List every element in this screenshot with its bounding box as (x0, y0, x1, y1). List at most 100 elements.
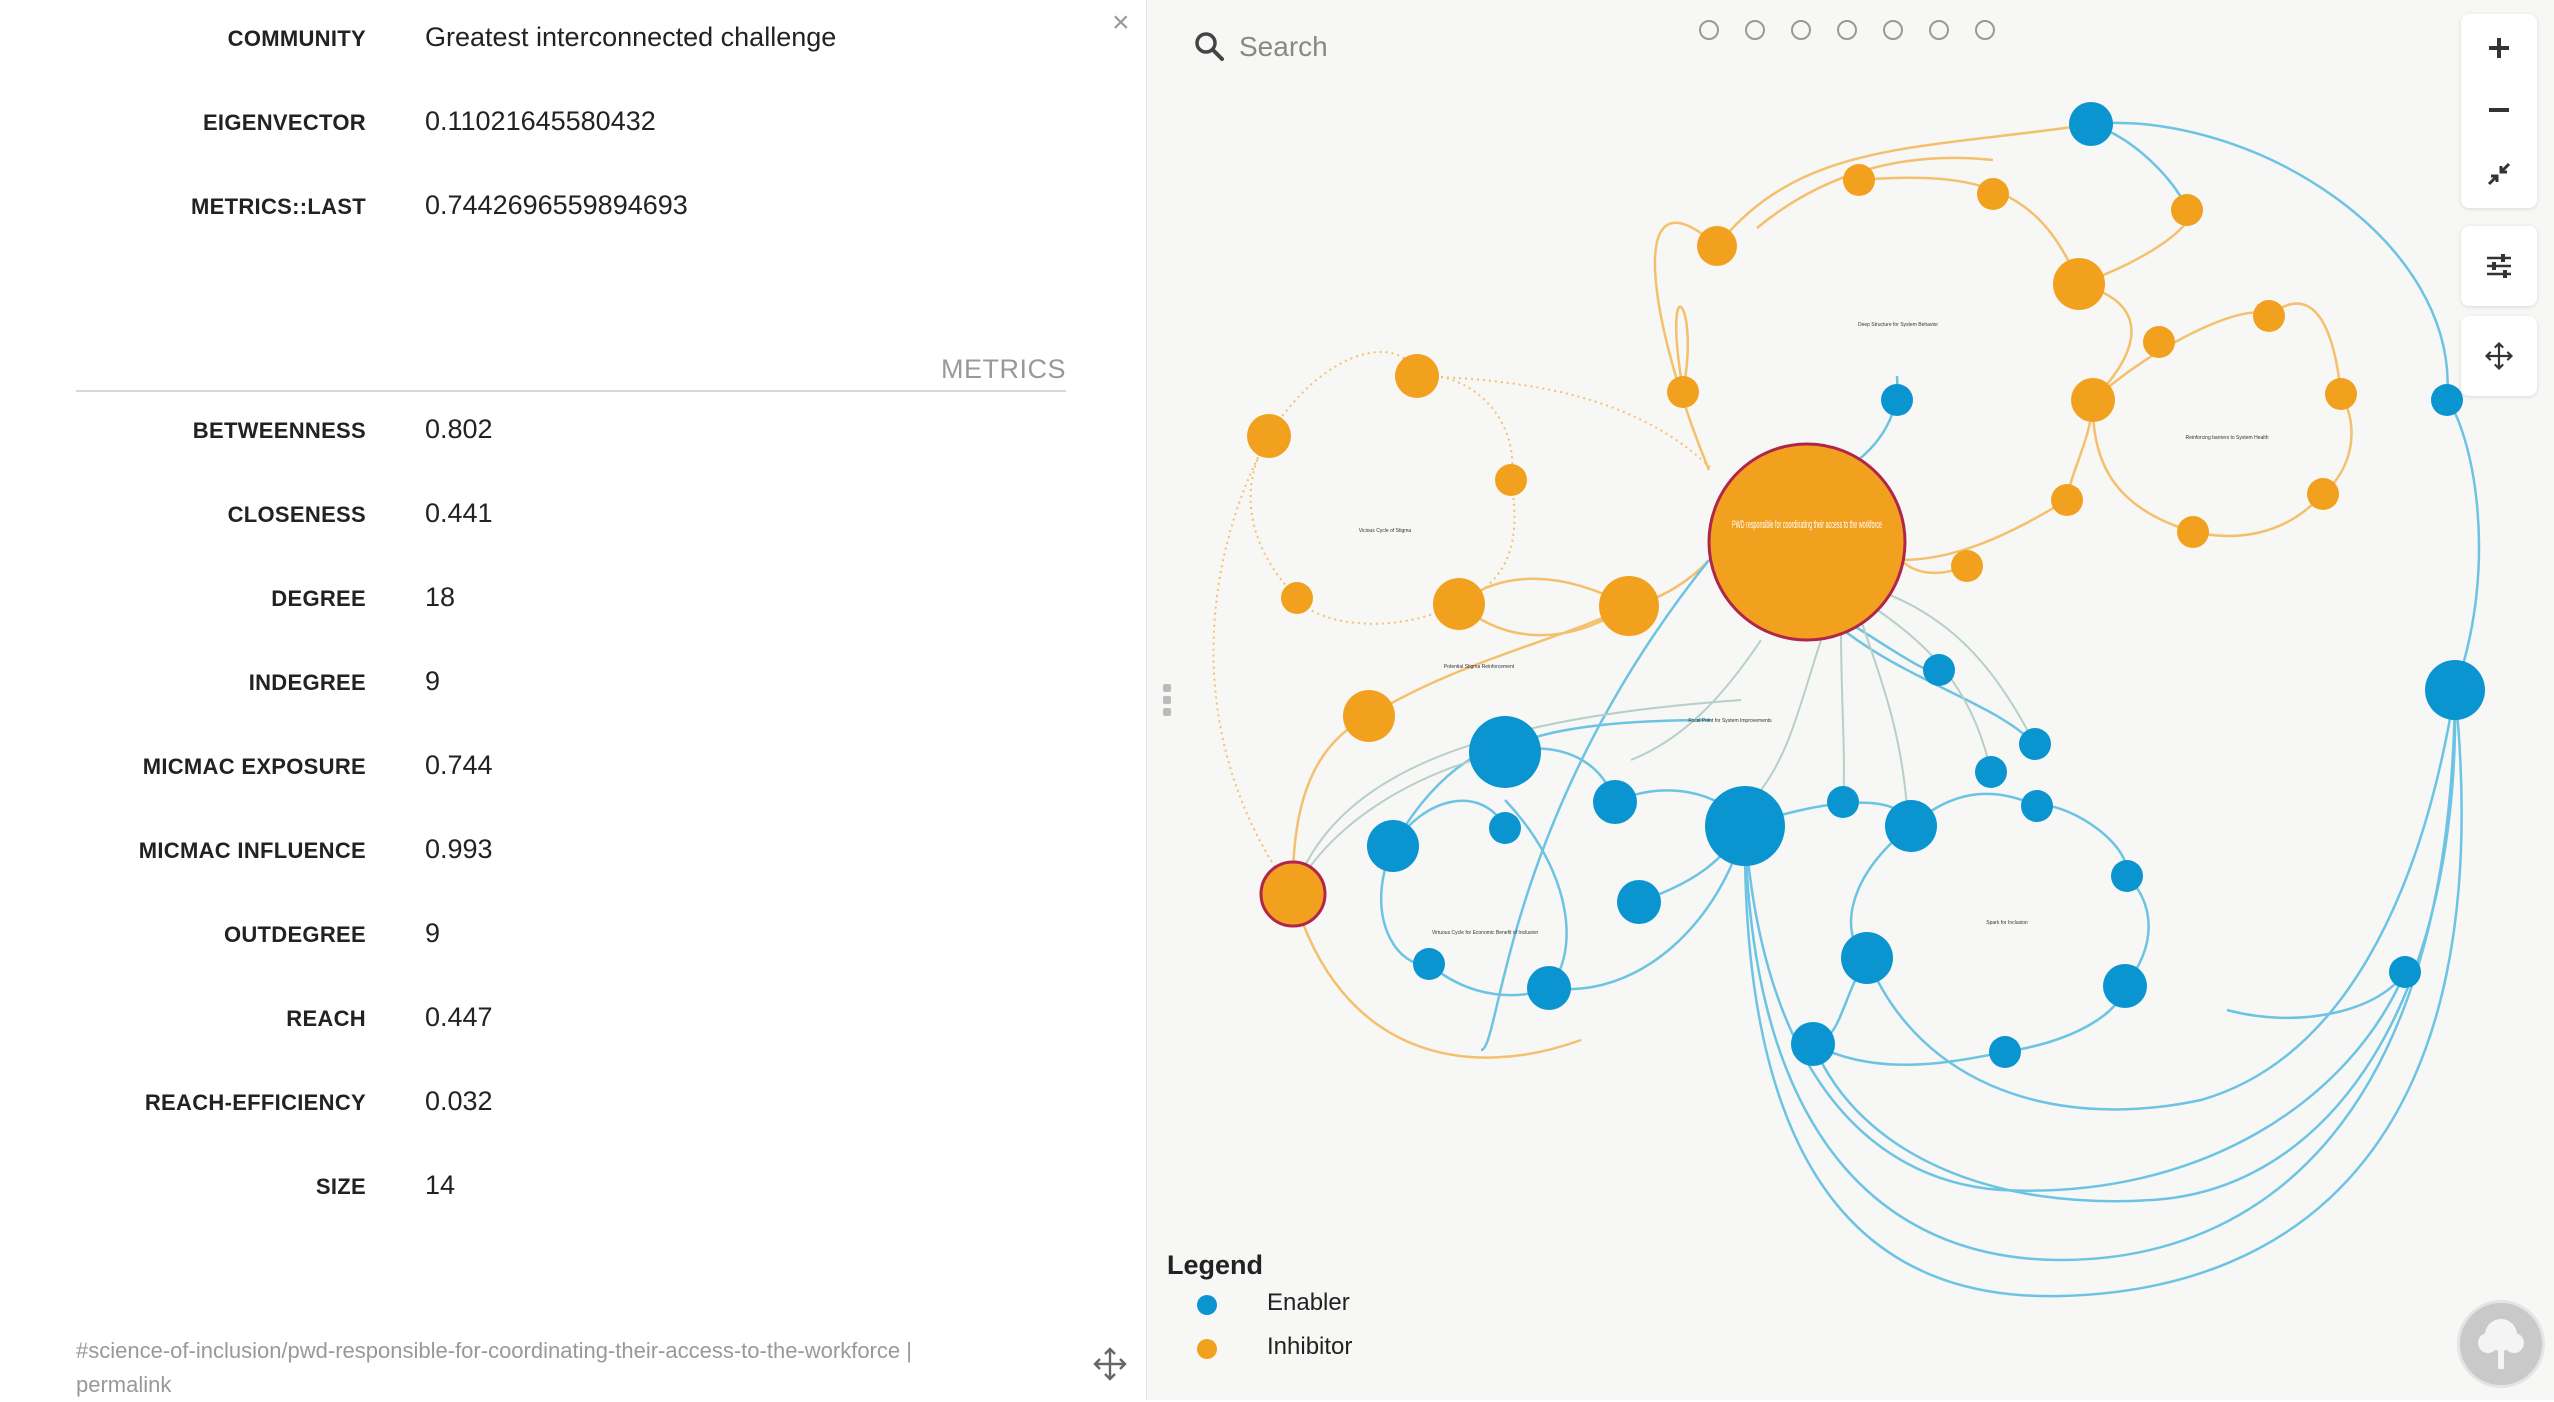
inhibitor-node (2325, 378, 2357, 410)
metric-key: SIZE (315, 1174, 366, 1199)
enabler-node (1885, 800, 1937, 852)
metric-key: MICMAC INFLUENCE (138, 838, 366, 863)
metric-row-reach: REACH 0.447 (0, 994, 1146, 1044)
enabler-node (2425, 660, 2485, 720)
legend-item-inhibitor[interactable]: Inhibitor (1167, 1329, 1352, 1369)
view-dot[interactable] (1699, 20, 1719, 40)
element-detail-panel: × COMMUNITY Greatest interconnected chal… (0, 0, 1146, 1400)
metric-key: BETWEENNESS (192, 418, 366, 443)
search-icon (1195, 32, 1224, 61)
inhibitor-node (1343, 690, 1395, 742)
metric-row-degree: DEGREE 18 (0, 574, 1146, 624)
metric-row-micmac-exposure: MICMAC EXPOSURE 0.744 (0, 742, 1146, 792)
inhibitor-node (2143, 326, 2175, 358)
enabler-node (1923, 654, 1955, 686)
community-label: Focal Point for System Improvements (1688, 718, 1772, 724)
metric-key: DEGREE (271, 586, 366, 611)
inhibitor-node (1395, 354, 1439, 398)
view-dot[interactable] (1975, 20, 1995, 40)
metric-key: MICMAC EXPOSURE (142, 754, 366, 779)
enabler-edges (1379, 121, 2481, 1298)
enabler-node (1489, 812, 1521, 844)
view-dot[interactable] (1837, 20, 1857, 40)
permalink-footer: #science-of-inclusion/pwd-responsible-fo… (76, 1334, 1016, 1402)
zoom-in-button[interactable] (2461, 18, 2537, 78)
enabler-node (1827, 786, 1859, 818)
view-selector-dots[interactable] (1699, 20, 2021, 45)
metric-value: 0.032 (425, 1086, 493, 1116)
panel-resize-handle[interactable] (1163, 684, 1173, 722)
enabler-dot-icon (1197, 1295, 1217, 1315)
settings-button[interactable] (2461, 226, 2537, 306)
recenter-button[interactable] (2461, 316, 2537, 396)
move-icon (2484, 341, 2514, 371)
metric-row-micmac-influence: MICMAC INFLUENCE 0.993 (0, 826, 1146, 876)
metric-key: OUTDEGREE (223, 922, 366, 947)
metric-key: INDEGREE (248, 670, 366, 695)
metric-key: CLOSENESS (227, 502, 366, 527)
metric-value: 0.993 (425, 834, 493, 864)
map-canvas[interactable]: Deep Structure for System Behavior Vicio… (1146, 0, 2554, 1400)
community-label: Potential Stigma Reinforcement (1444, 664, 1515, 670)
enabler-node (2103, 964, 2147, 1008)
view-dot[interactable] (1883, 20, 1903, 40)
plus-icon (2489, 38, 2509, 58)
compress-icon (2487, 162, 2511, 186)
metric-row-indegree: INDEGREE 9 (0, 658, 1146, 708)
attribute-key: METRICS::LAST (191, 194, 366, 219)
metric-key: REACH (286, 1006, 366, 1031)
enabler-node (1705, 786, 1785, 866)
section-divider (76, 390, 1066, 392)
enabler-node (1367, 820, 1419, 872)
inhibitor-nodes[interactable] (1247, 164, 2357, 928)
search-bar[interactable] (1183, 22, 1683, 70)
kumu-tree-logo-icon[interactable] (2457, 1300, 2545, 1388)
attribute-key: COMMUNITY (227, 26, 366, 51)
metric-value: 9 (425, 666, 441, 696)
legend: Legend Enabler Inhibitor (1167, 1250, 1352, 1369)
inhibitor-node (1599, 576, 1659, 636)
legend-label: Inhibitor (1267, 1333, 1353, 1360)
inhibitor-node (2307, 478, 2339, 510)
enabler-node (1617, 880, 1661, 924)
enabler-node (2389, 956, 2421, 988)
inhibitor-node (2253, 300, 2285, 332)
inhibitor-node (1951, 550, 1983, 582)
legend-item-enabler[interactable]: Enabler (1167, 1285, 1350, 1325)
focus-node[interactable] (1707, 442, 1907, 642)
enabler-node (1975, 756, 2007, 788)
metric-value: 9 (425, 918, 441, 948)
inhibitor-node (1495, 464, 1527, 496)
enabler-node (1989, 1036, 2021, 1068)
inhibitor-node (1667, 376, 1699, 408)
view-dot[interactable] (1791, 20, 1811, 40)
view-dot[interactable] (1745, 20, 1765, 40)
enabler-node (1593, 780, 1637, 824)
attribute-row-metrics-last: METRICS::LAST 0.7442696559894693 (0, 182, 1146, 232)
network-graph[interactable]: Deep Structure for System Behavior Vicio… (1147, 0, 2554, 1400)
permalink-link[interactable]: permalink (76, 1372, 172, 1397)
metric-row-outdegree: OUTDEGREE 9 (0, 910, 1146, 960)
enabler-nodes[interactable] (1367, 102, 2485, 1068)
move-icon[interactable] (1092, 1346, 1128, 1382)
inhibitor-dot-icon (1197, 1339, 1217, 1359)
attribute-value: 0.7442696559894693 (425, 190, 688, 220)
enabler-node (2019, 728, 2051, 760)
metric-value: 0.447 (425, 1002, 493, 1032)
search-input[interactable] (1237, 26, 1661, 68)
minus-icon (2489, 108, 2509, 112)
focus-node-label: PWD responsible for coordinating their a… (1732, 519, 1882, 531)
enabler-node (1881, 384, 1913, 416)
attribute-row-community: COMMUNITY Greatest interconnected challe… (0, 14, 1146, 64)
view-dot[interactable] (1929, 20, 1949, 40)
metric-row-size: SIZE 14 (0, 1162, 1146, 1212)
enabler-node (2021, 790, 2053, 822)
sliders-icon (2487, 254, 2511, 278)
enabler-node (2069, 102, 2113, 146)
close-icon[interactable]: × (1112, 6, 1130, 39)
inhibitor-node (1247, 414, 1291, 458)
reset-zoom-button[interactable] (2461, 144, 2537, 204)
community-label: Vicious Cycle of Stigma (1359, 528, 1412, 534)
community-label: Spark for Inclusion (1986, 920, 2028, 926)
zoom-out-button[interactable] (2461, 80, 2537, 140)
